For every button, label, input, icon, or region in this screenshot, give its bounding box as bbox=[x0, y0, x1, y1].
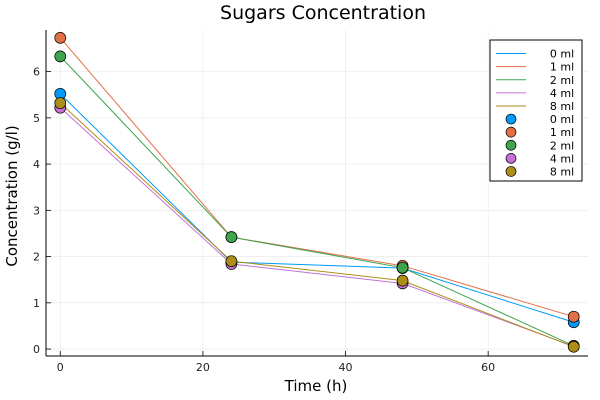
legend-label: 8 ml bbox=[550, 100, 574, 113]
data-point bbox=[225, 231, 238, 244]
legend-label: 2 ml bbox=[550, 74, 574, 87]
y-tick-label: 2 bbox=[33, 251, 40, 264]
legend-label: 4 ml bbox=[550, 87, 574, 100]
legend-label: 8 ml bbox=[550, 165, 574, 178]
series-line-3 bbox=[59, 107, 574, 347]
data-point bbox=[567, 340, 580, 353]
y-tick-label: 3 bbox=[33, 204, 40, 217]
legend-label: 0 ml bbox=[550, 113, 574, 126]
x-tick-label: 20 bbox=[196, 361, 210, 374]
legend-label: 4 ml bbox=[550, 152, 574, 165]
legend-marker-swatch bbox=[505, 153, 517, 164]
data-point bbox=[396, 274, 409, 287]
legend: 0 ml1 ml2 ml4 ml8 ml0 ml1 ml2 ml4 ml8 ml bbox=[489, 39, 583, 182]
data-point bbox=[567, 310, 580, 323]
data-point bbox=[54, 32, 67, 44]
chart-title: Sugars Concentration bbox=[220, 2, 426, 24]
legend-label: 1 ml bbox=[550, 61, 574, 74]
data-point bbox=[54, 50, 67, 63]
legend-marker-swatch bbox=[505, 166, 517, 177]
y-tick-label: 5 bbox=[33, 112, 40, 125]
legend-label: 1 ml bbox=[550, 126, 574, 139]
series-line-4 bbox=[59, 102, 574, 348]
legend-box bbox=[489, 39, 583, 182]
x-tick-label: 40 bbox=[339, 361, 353, 374]
series-line-1 bbox=[59, 37, 574, 318]
legend-label: 0 ml bbox=[550, 48, 574, 61]
y-tick-label: 4 bbox=[33, 158, 40, 171]
plot-frame bbox=[45, 30, 588, 357]
x-tick-label: 60 bbox=[481, 361, 495, 374]
x-tick-label: 0 bbox=[57, 361, 64, 374]
data-point bbox=[225, 255, 238, 268]
y-axis-ticks: 0 1 2 3 4 5 6 bbox=[33, 66, 51, 356]
legend-marker-swatch bbox=[505, 113, 517, 125]
legend-marker-swatch bbox=[505, 126, 517, 138]
y-tick-label: 1 bbox=[33, 297, 40, 310]
series-points bbox=[54, 32, 580, 353]
x-axis-label: Time (h) bbox=[284, 377, 348, 395]
data-point bbox=[396, 261, 409, 274]
legend-label: 2 ml bbox=[550, 139, 574, 152]
y-tick-label: 0 bbox=[33, 343, 40, 356]
series-lines bbox=[59, 37, 574, 348]
legend-marker-swatch bbox=[505, 139, 517, 151]
series-line-2 bbox=[59, 56, 574, 347]
y-axis-label: Concentration (g/l) bbox=[3, 125, 21, 266]
data-point bbox=[54, 97, 67, 109]
series-line-0 bbox=[59, 93, 574, 323]
y-tick-label: 6 bbox=[33, 66, 40, 79]
x-axis-ticks: 0 20 40 60 bbox=[57, 351, 495, 374]
